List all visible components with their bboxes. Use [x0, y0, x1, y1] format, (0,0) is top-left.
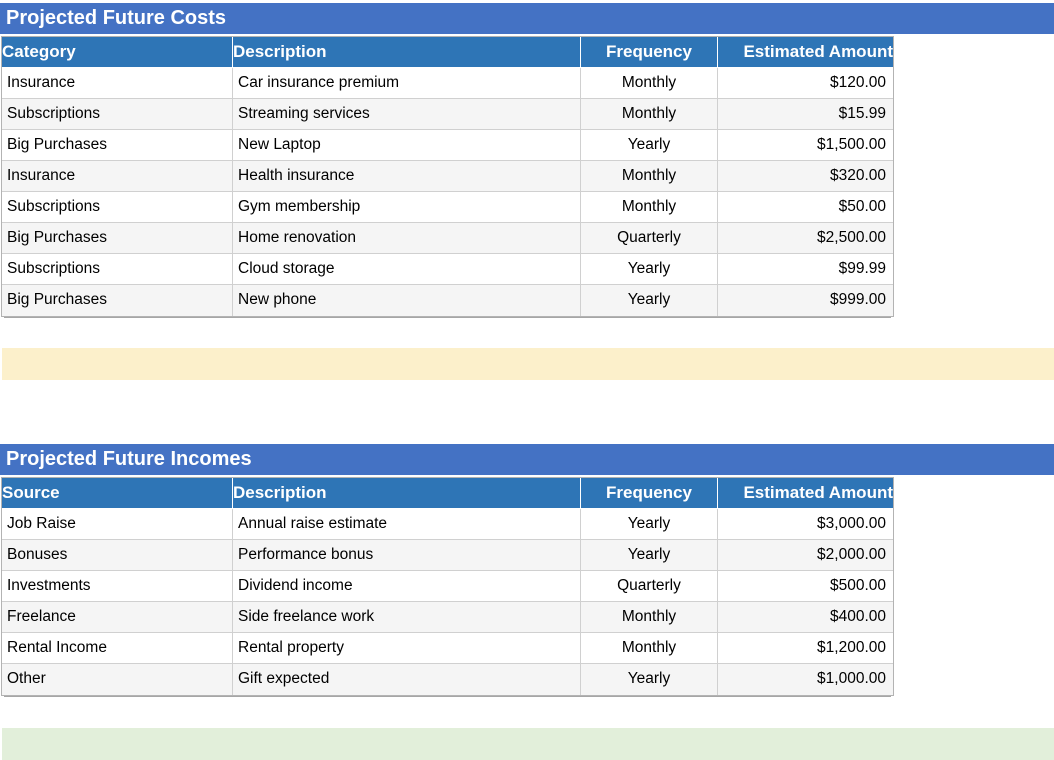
table-cell[interactable]: $120.00 [717, 68, 893, 98]
table-cell[interactable]: Big Purchases [7, 136, 107, 153]
column-header-description[interactable]: Description [232, 37, 580, 67]
table-row: Subscriptions Streaming services Monthly $1… [2, 99, 893, 130]
table-cell[interactable]: Monthly [580, 161, 717, 191]
table-cell[interactable]: New Laptop [232, 130, 580, 160]
table-cell[interactable]: Investments [7, 577, 91, 594]
table-cell[interactable]: Gift expected [232, 664, 580, 695]
table-cell[interactable]: Monthly [580, 192, 717, 222]
table-cell[interactable]: Big Purchases [7, 291, 107, 308]
table-cell[interactable]: Side freelance work [232, 602, 580, 632]
costs-header-row: Category Description Frequency Estimated Am… [2, 37, 893, 68]
table-cell[interactable]: Monthly [580, 602, 717, 632]
column-header-estimated-amount[interactable]: Estimated Amount [717, 37, 893, 67]
table-cell[interactable]: $50.00 [717, 192, 893, 222]
column-header-frequency[interactable]: Frequency [580, 37, 717, 67]
costs-table: Category Description Frequency Estimated Am… [1, 36, 894, 317]
table-cell[interactable]: Annual raise estimate [232, 509, 580, 539]
table-cell[interactable]: Subscriptions [7, 260, 101, 277]
table-row: Other Gift expected Yearly $1,000.00 [2, 664, 893, 695]
incomes-title-cell[interactable]: Projected Future Incomes [0, 444, 1054, 475]
table-cell[interactable]: $500.00 [717, 571, 893, 601]
costs-title-cell[interactable]: Projected Future Costs [0, 3, 1054, 34]
table-cell[interactable]: Quarterly [580, 571, 717, 601]
table-cell[interactable]: Performance bonus [232, 540, 580, 570]
table-cell[interactable]: Yearly [580, 285, 717, 316]
table-cell[interactable]: Monthly [580, 68, 717, 98]
table-row: Freelance Side freelance work Monthly $400.… [2, 602, 893, 633]
table-cell[interactable]: $2,000.00 [717, 540, 893, 570]
table-cell[interactable]: $1,500.00 [717, 130, 893, 160]
table-cell[interactable]: Insurance [7, 167, 76, 184]
costs-table-body: Insurance Car insurance premium Monthly $12… [2, 68, 893, 316]
table-row: Big Purchases New Laptop Yearly $1,500.00 [2, 130, 893, 161]
table-row: Insurance Car insurance premium Monthly $12… [2, 68, 893, 99]
table-cell[interactable]: Subscriptions [7, 198, 101, 215]
table-cell[interactable]: $320.00 [717, 161, 893, 191]
table-row: Subscriptions Gym membership Monthly $50.00 [2, 192, 893, 223]
table-cell[interactable]: Yearly [580, 130, 717, 160]
table-row: Big Purchases Home renovation Quarterly $2,… [2, 223, 893, 254]
column-header-description[interactable]: Description [232, 478, 580, 508]
table-row: Subscriptions Cloud storage Yearly $99.99 [2, 254, 893, 285]
table-cell[interactable]: Yearly [580, 509, 717, 539]
incomes-header-row: Source Description Frequency Estimated Amou… [2, 478, 893, 509]
table-cell[interactable]: Big Purchases [7, 229, 107, 246]
table-cell[interactable]: Gym membership [232, 192, 580, 222]
table-cell[interactable]: Monthly [580, 633, 717, 663]
table-cell[interactable]: Monthly [580, 99, 717, 129]
table-cell[interactable]: Insurance [7, 74, 76, 91]
green-highlight-band [2, 728, 1054, 760]
table-row: Job Raise Annual raise estimate Yearly $3,0… [2, 509, 893, 540]
yellow-highlight-band [2, 348, 1054, 380]
table-cell[interactable]: Other [7, 670, 46, 687]
column-header-category[interactable]: Category [2, 42, 76, 61]
table-cell[interactable]: Yearly [580, 664, 717, 695]
table-cell[interactable]: $2,500.00 [717, 223, 893, 253]
table-row: Insurance Health insurance Monthly $320.00 [2, 161, 893, 192]
table-cell[interactable]: New phone [232, 285, 580, 316]
column-header-source[interactable]: Source [2, 483, 60, 502]
table-cell[interactable]: $99.99 [717, 254, 893, 284]
table-cell[interactable]: $15.99 [717, 99, 893, 129]
incomes-table: Source Description Frequency Estimated Amou… [1, 477, 894, 696]
table-cell[interactable]: Home renovation [232, 223, 580, 253]
table-row: Big Purchases New phone Yearly $999.00 [2, 285, 893, 316]
table-cell[interactable]: Yearly [580, 254, 717, 284]
table-cell[interactable]: Health insurance [232, 161, 580, 191]
column-header-frequency[interactable]: Frequency [580, 478, 717, 508]
table-cell[interactable]: Cloud storage [232, 254, 580, 284]
table-cell[interactable]: $1,000.00 [717, 664, 893, 695]
table-cell[interactable]: Freelance [7, 608, 76, 625]
table-row: Bonuses Performance bonus Yearly $2,000.00 [2, 540, 893, 571]
incomes-table-body: Job Raise Annual raise estimate Yearly $3,0… [2, 509, 893, 695]
table-cell[interactable]: $999.00 [717, 285, 893, 316]
table-cell[interactable]: Yearly [580, 540, 717, 570]
table-cell[interactable]: Quarterly [580, 223, 717, 253]
table-cell[interactable]: Bonuses [7, 546, 68, 563]
table-cell[interactable]: Job Raise [7, 515, 76, 532]
table-row: Rental Income Rental property Monthly $1,20… [2, 633, 893, 664]
table-cell[interactable]: Streaming services [232, 99, 580, 129]
table-row: Investments Dividend income Quarterly $500.… [2, 571, 893, 602]
table-cell[interactable]: $400.00 [717, 602, 893, 632]
table-cell[interactable]: Dividend income [232, 571, 580, 601]
table-cell[interactable]: Rental Income [7, 639, 107, 656]
table-cell[interactable]: Rental property [232, 633, 580, 663]
table-cell[interactable]: $3,000.00 [717, 509, 893, 539]
column-header-estimated-amount[interactable]: Estimated Amount [717, 478, 893, 508]
table-cell[interactable]: Subscriptions [7, 105, 101, 122]
table-cell[interactable]: Car insurance premium [232, 68, 580, 98]
table-cell[interactable]: $1,200.00 [717, 633, 893, 663]
